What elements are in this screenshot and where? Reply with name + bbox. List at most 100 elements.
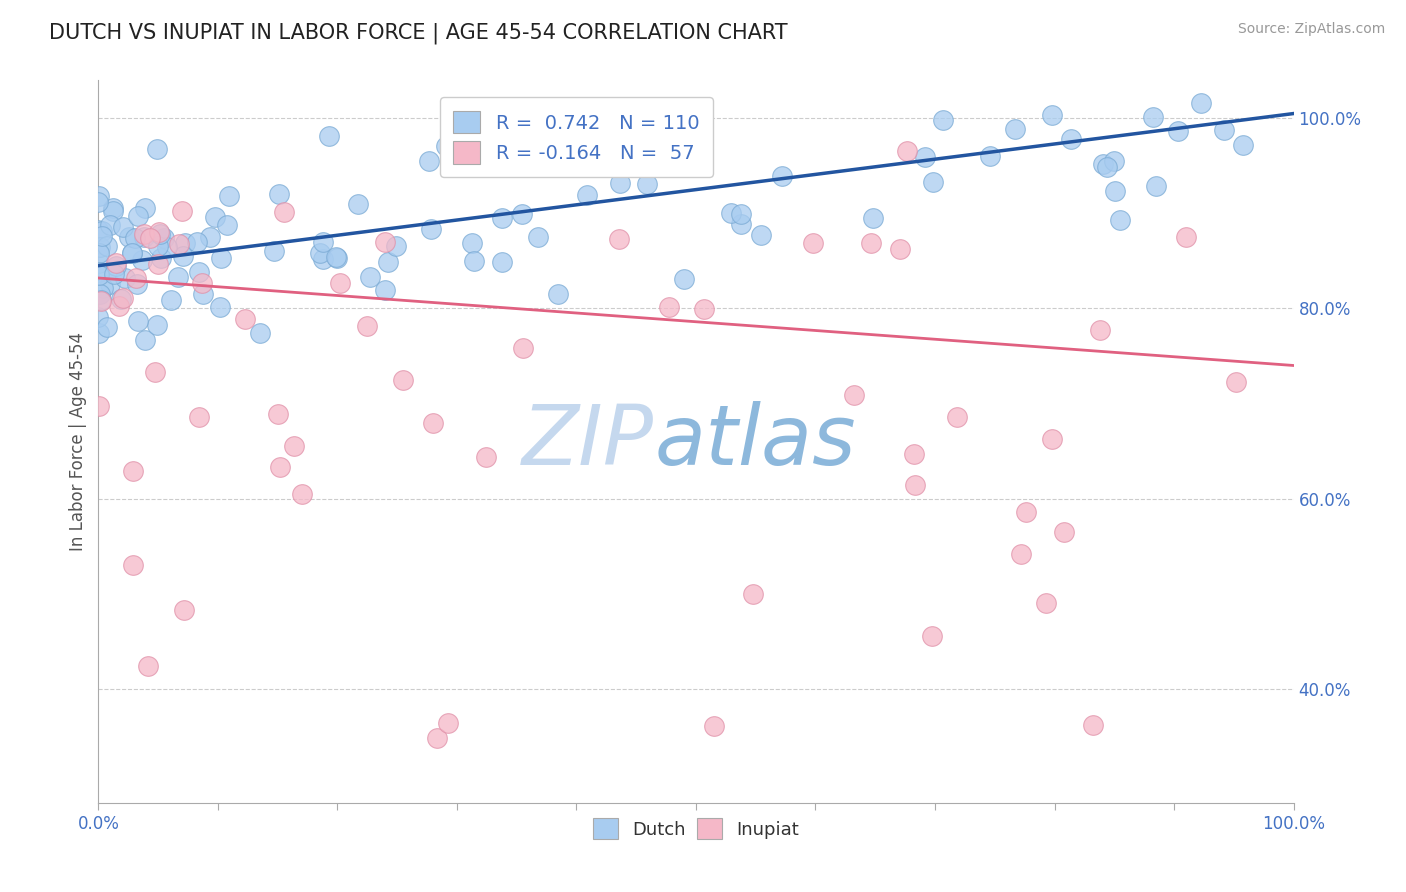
Point	[426, 731, 449, 745]
Point	[309, 246, 332, 260]
Point	[124, 231, 146, 245]
Point	[418, 153, 440, 168]
Point	[1174, 230, 1197, 244]
Point	[607, 232, 630, 246]
Point	[510, 207, 533, 221]
Point	[96, 239, 118, 253]
Point	[1232, 137, 1254, 152]
Point	[1092, 157, 1115, 171]
Point	[134, 334, 156, 348]
Point	[283, 439, 305, 453]
Point	[134, 229, 156, 244]
Point	[359, 269, 381, 284]
Point	[1010, 547, 1032, 561]
Point	[89, 268, 111, 282]
Point	[173, 603, 195, 617]
Point	[111, 220, 134, 235]
Point	[749, 228, 772, 243]
Point	[266, 407, 288, 421]
Point	[921, 175, 943, 189]
Point	[127, 314, 149, 328]
Point	[1212, 123, 1234, 137]
Point	[385, 239, 408, 253]
Point	[87, 246, 110, 260]
Point	[98, 218, 121, 232]
Point	[89, 326, 111, 340]
Point	[121, 245, 143, 260]
Point	[249, 326, 271, 340]
Point	[146, 257, 169, 271]
Text: ZIP: ZIP	[522, 401, 654, 482]
Point	[96, 320, 118, 334]
Point	[1167, 124, 1189, 138]
Point	[156, 240, 179, 254]
Point	[730, 218, 752, 232]
Point	[146, 318, 169, 333]
Point	[693, 301, 716, 316]
Point	[329, 277, 352, 291]
Point	[1189, 96, 1212, 111]
Point	[720, 206, 742, 220]
Point	[347, 196, 370, 211]
Point	[269, 459, 291, 474]
Point	[127, 209, 149, 223]
Point	[979, 149, 1001, 163]
Point	[463, 253, 485, 268]
Point	[434, 139, 457, 153]
Point	[1035, 596, 1057, 610]
Point	[636, 177, 658, 191]
Point	[1142, 110, 1164, 124]
Point	[1088, 323, 1111, 337]
Point	[90, 293, 112, 307]
Point	[1004, 122, 1026, 136]
Point	[422, 416, 444, 430]
Point	[111, 291, 134, 305]
Point	[118, 230, 141, 244]
Point	[392, 373, 415, 387]
Point	[143, 366, 166, 380]
Point	[374, 235, 396, 249]
Point	[491, 255, 513, 269]
Point	[770, 169, 793, 183]
Point	[374, 283, 396, 297]
Point	[104, 259, 127, 273]
Point	[93, 281, 115, 295]
Point	[658, 300, 681, 314]
Point	[191, 287, 214, 301]
Point	[186, 235, 208, 249]
Point	[475, 450, 498, 464]
Point	[172, 249, 194, 263]
Point	[312, 252, 335, 267]
Point	[233, 311, 256, 326]
Point	[801, 235, 824, 250]
Point	[703, 719, 725, 733]
Point	[153, 231, 176, 245]
Point	[87, 310, 110, 324]
Point	[90, 224, 112, 238]
Point	[125, 270, 148, 285]
Point	[198, 230, 221, 244]
Point	[87, 265, 110, 279]
Point	[312, 235, 335, 250]
Point	[1052, 524, 1074, 539]
Point	[148, 239, 170, 253]
Point	[932, 112, 955, 127]
Point	[742, 586, 765, 600]
Point	[122, 558, 145, 573]
Point	[105, 256, 128, 270]
Point	[90, 294, 112, 309]
Point	[190, 276, 212, 290]
Point	[267, 186, 290, 201]
Point	[87, 188, 110, 202]
Point	[377, 254, 399, 268]
Point	[1081, 717, 1104, 731]
Point	[904, 478, 927, 492]
Point	[512, 341, 534, 355]
Point	[121, 246, 143, 260]
Point	[1109, 212, 1132, 227]
Point	[103, 267, 125, 281]
Point	[167, 270, 190, 285]
Point	[89, 240, 111, 254]
Point	[575, 187, 598, 202]
Point	[273, 205, 295, 219]
